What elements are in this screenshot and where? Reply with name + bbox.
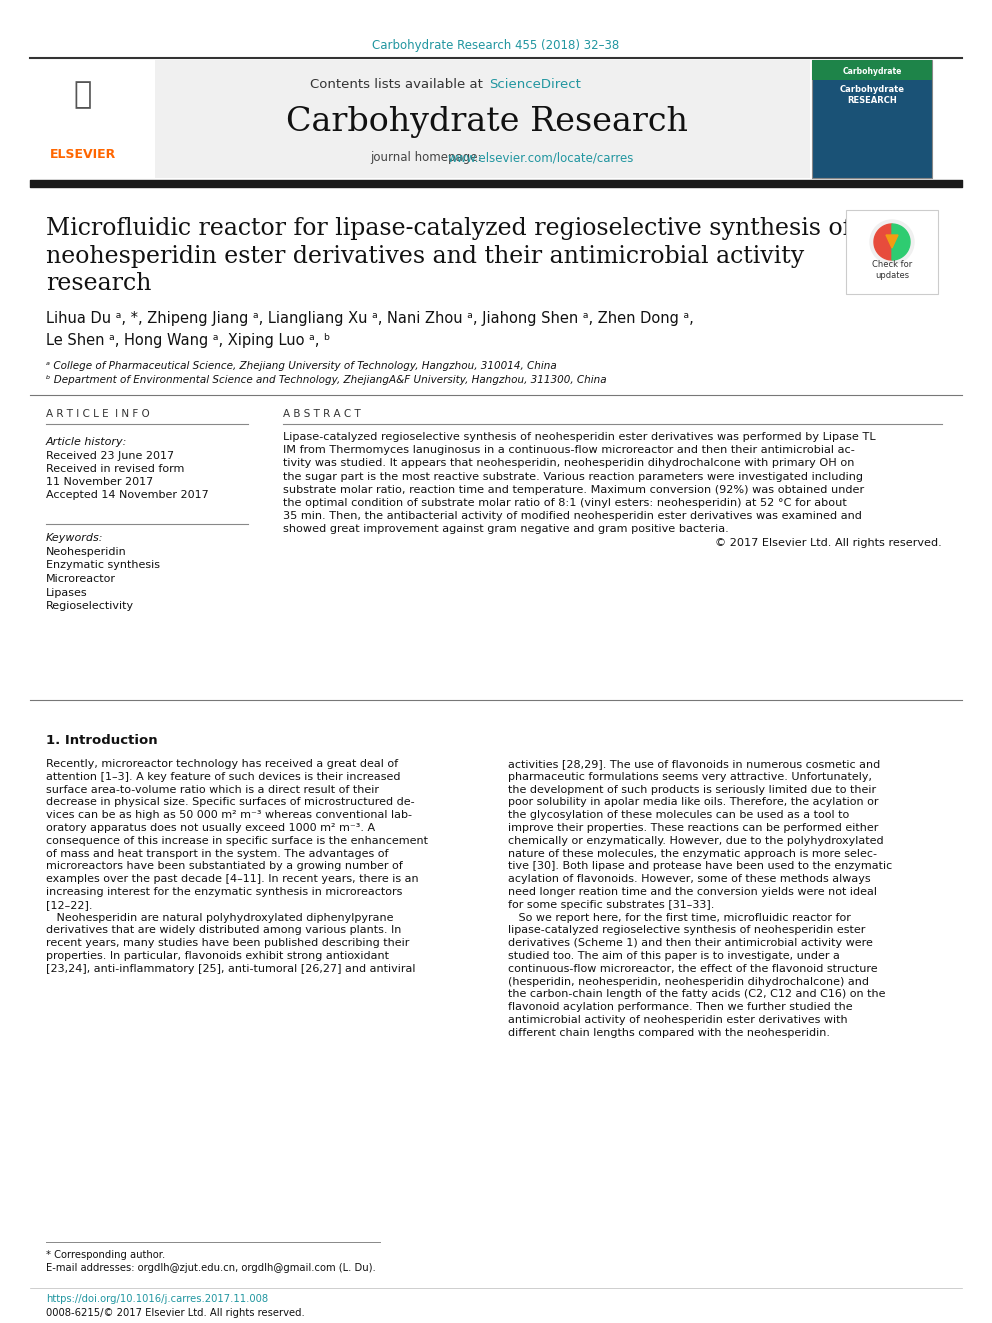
Text: lipase-catalyzed regioselective synthesis of neohesperidin ester: lipase-catalyzed regioselective synthesi… xyxy=(508,925,865,935)
Text: ᵇ Department of Environmental Science and Technology, ZhejiangA&F University, Ha: ᵇ Department of Environmental Science an… xyxy=(46,374,607,385)
Text: tivity was studied. It appears that neohesperidin, neohesperidin dihydrochalcone: tivity was studied. It appears that neoh… xyxy=(283,458,854,468)
Text: showed great improvement against gram negative and gram positive bacteria.: showed great improvement against gram ne… xyxy=(283,524,729,534)
Text: the development of such products is seriously limited due to their: the development of such products is seri… xyxy=(508,785,876,795)
Text: vices can be as high as 50 000 m² m⁻³ whereas conventional lab-: vices can be as high as 50 000 m² m⁻³ wh… xyxy=(46,810,412,820)
Text: derivatives that are widely distributed among various plants. In: derivatives that are widely distributed … xyxy=(46,925,402,935)
Text: derivatives (Scheme 1) and then their antimicrobial activity were: derivatives (Scheme 1) and then their an… xyxy=(508,938,873,949)
Text: the carbon-chain length of the fatty acids (C2, C12 and C16) on the: the carbon-chain length of the fatty aci… xyxy=(508,990,886,999)
Text: the glycosylation of these molecules can be used as a tool to: the glycosylation of these molecules can… xyxy=(508,810,849,820)
Text: recent years, many studies have been published describing their: recent years, many studies have been pub… xyxy=(46,938,410,949)
Text: 0008-6215/© 2017 Elsevier Ltd. All rights reserved.: 0008-6215/© 2017 Elsevier Ltd. All right… xyxy=(46,1308,305,1318)
Text: (hesperidin, neohesperidin, neohesperidin dihydrochalcone) and: (hesperidin, neohesperidin, neohesperidi… xyxy=(508,976,869,987)
Text: properties. In particular, flavonoids exhibit strong antioxidant: properties. In particular, flavonoids ex… xyxy=(46,951,389,960)
Text: antimicrobial activity of neohesperidin ester derivatives with: antimicrobial activity of neohesperidin … xyxy=(508,1015,847,1025)
Text: need longer reation time and the conversion yields were not ideal: need longer reation time and the convers… xyxy=(508,886,877,897)
Text: Recently, microreactor technology has received a great deal of: Recently, microreactor technology has re… xyxy=(46,759,398,769)
Text: IM from Thermomyces lanuginosus in a continuous-flow microreactor and then their: IM from Thermomyces lanuginosus in a con… xyxy=(283,446,855,455)
Text: ELSEVIER: ELSEVIER xyxy=(50,148,116,161)
Text: chemically or enzymatically. However, due to the polyhydroxylated: chemically or enzymatically. However, du… xyxy=(508,836,884,845)
Text: neohesperidin ester derivatives and their antimicrobial activity: neohesperidin ester derivatives and thei… xyxy=(46,245,805,267)
Text: Article history:: Article history: xyxy=(46,437,127,447)
Text: studied too. The aim of this paper is to investigate, under a: studied too. The aim of this paper is to… xyxy=(508,951,840,960)
Text: [23,24], anti-inflammatory [25], anti-tumoral [26,27] and antiviral: [23,24], anti-inflammatory [25], anti-tu… xyxy=(46,963,416,974)
Text: substrate molar ratio, reaction time and temperature. Maximum conversion (92%) w: substrate molar ratio, reaction time and… xyxy=(283,484,864,495)
Text: Lipase-catalyzed regioselective synthesis of neohesperidin ester derivatives was: Lipase-catalyzed regioselective synthesi… xyxy=(283,433,876,442)
Text: Contents lists available at: Contents lists available at xyxy=(310,78,487,91)
Text: 11 November 2017: 11 November 2017 xyxy=(46,478,153,487)
Text: Microfluidic reactor for lipase-catalyzed regioselective synthesis of: Microfluidic reactor for lipase-catalyze… xyxy=(46,217,851,239)
Text: consequence of this increase in specific surface is the enhancement: consequence of this increase in specific… xyxy=(46,836,428,845)
Text: surface area-to-volume ratio which is a direct result of their: surface area-to-volume ratio which is a … xyxy=(46,785,379,795)
Polygon shape xyxy=(892,224,910,261)
FancyBboxPatch shape xyxy=(812,60,932,79)
FancyBboxPatch shape xyxy=(30,60,155,179)
Text: different chain lengths compared with the neohesperidin.: different chain lengths compared with th… xyxy=(508,1028,830,1037)
Text: www.elsevier.com/locate/carres: www.elsevier.com/locate/carres xyxy=(448,152,634,164)
Text: Keywords:: Keywords: xyxy=(46,533,103,542)
Text: ᵃ College of Pharmaceutical Science, Zhejiang University of Technology, Hangzhou: ᵃ College of Pharmaceutical Science, Zhe… xyxy=(46,361,557,370)
Text: E-mail addresses: orgdlh@zjut.edu.cn, orgdlh@gmail.com (L. Du).: E-mail addresses: orgdlh@zjut.edu.cn, or… xyxy=(46,1263,376,1273)
FancyBboxPatch shape xyxy=(846,210,938,294)
Text: Regioselectivity: Regioselectivity xyxy=(46,601,134,611)
Text: © 2017 Elsevier Ltd. All rights reserved.: © 2017 Elsevier Ltd. All rights reserved… xyxy=(715,537,942,548)
Text: A B S T R A C T: A B S T R A C T xyxy=(283,409,361,419)
Text: poor solubility in apolar media like oils. Therefore, the acylation or: poor solubility in apolar media like oil… xyxy=(508,798,879,807)
Text: continuous-flow microreactor, the effect of the flavonoid structure: continuous-flow microreactor, the effect… xyxy=(508,963,878,974)
Text: the sugar part is the most reactive substrate. Various reaction parameters were : the sugar part is the most reactive subs… xyxy=(283,471,863,482)
Text: Carbohydrate Research 455 (2018) 32–38: Carbohydrate Research 455 (2018) 32–38 xyxy=(372,38,620,52)
Text: nature of these molecules, the enzymatic approach is more selec-: nature of these molecules, the enzymatic… xyxy=(508,848,877,859)
Text: ScienceDirect: ScienceDirect xyxy=(489,78,581,91)
Text: [12–22].: [12–22]. xyxy=(46,900,92,910)
Text: microreactors have been substantiated by a growing number of: microreactors have been substantiated by… xyxy=(46,861,403,872)
Text: tive [30]. Both lipase and protease have been used to the enzymatic: tive [30]. Both lipase and protease have… xyxy=(508,861,892,872)
Text: oratory apparatus does not usually exceed 1000 m² m⁻³. A: oratory apparatus does not usually excee… xyxy=(46,823,375,833)
Text: Microreactor: Microreactor xyxy=(46,574,116,583)
Text: * Corresponding author.: * Corresponding author. xyxy=(46,1250,166,1259)
Text: for some specific substrates [31–33].: for some specific substrates [31–33]. xyxy=(508,900,714,910)
Text: Carbohydrate Research: Carbohydrate Research xyxy=(286,106,687,138)
Text: 1. Introduction: 1. Introduction xyxy=(46,733,158,746)
Text: Accepted 14 November 2017: Accepted 14 November 2017 xyxy=(46,490,208,500)
Text: Carbohydrate: Carbohydrate xyxy=(842,67,902,77)
Text: 35 min. Then, the antibacterial activity of modified neohesperidin ester derivat: 35 min. Then, the antibacterial activity… xyxy=(283,511,862,521)
Text: Neohesperidin are natural polyhydroxylated diphenylpyrane: Neohesperidin are natural polyhydroxylat… xyxy=(46,913,394,922)
Text: examples over the past decade [4–11]. In recent years, there is an: examples over the past decade [4–11]. In… xyxy=(46,875,419,884)
Text: Le Shen ᵃ, Hong Wang ᵃ, Xiping Luo ᵃ, ᵇ: Le Shen ᵃ, Hong Wang ᵃ, Xiping Luo ᵃ, ᵇ xyxy=(46,332,330,348)
Text: So we report here, for the first time, microfluidic reactor for: So we report here, for the first time, m… xyxy=(508,913,851,922)
Text: Received 23 June 2017: Received 23 June 2017 xyxy=(46,451,175,460)
Text: attention [1–3]. A key feature of such devices is their increased: attention [1–3]. A key feature of such d… xyxy=(46,771,401,782)
Text: Lihua Du ᵃ, *, Zhipeng Jiang ᵃ, Liangliang Xu ᵃ, Nani Zhou ᵃ, Jiahong Shen ᵃ, Zh: Lihua Du ᵃ, *, Zhipeng Jiang ᵃ, Lianglia… xyxy=(46,311,693,325)
Circle shape xyxy=(870,220,914,265)
Text: Enzymatic synthesis: Enzymatic synthesis xyxy=(46,561,160,570)
Text: pharmaceutic formulations seems very attractive. Unfortunately,: pharmaceutic formulations seems very att… xyxy=(508,771,872,782)
Text: 🌳: 🌳 xyxy=(73,81,92,110)
Text: flavonoid acylation performance. Then we further studied the: flavonoid acylation performance. Then we… xyxy=(508,1003,853,1012)
Text: the optimal condition of substrate molar ratio of 8:1 (vinyl esters: neohesperid: the optimal condition of substrate molar… xyxy=(283,497,847,508)
Text: Neohesperidin: Neohesperidin xyxy=(46,546,127,557)
Text: activities [28,29]. The use of flavonoids in numerous cosmetic and: activities [28,29]. The use of flavonoid… xyxy=(508,759,880,769)
FancyBboxPatch shape xyxy=(812,60,932,179)
Text: Check for
updates: Check for updates xyxy=(872,261,912,279)
Polygon shape xyxy=(874,224,892,261)
Text: of mass and heat transport in the system. The advantages of: of mass and heat transport in the system… xyxy=(46,848,389,859)
Text: increasing interest for the enzymatic synthesis in microreactors: increasing interest for the enzymatic sy… xyxy=(46,886,403,897)
Text: journal homepage:: journal homepage: xyxy=(370,152,485,164)
Text: acylation of flavonoids. However, some of these methods always: acylation of flavonoids. However, some o… xyxy=(508,875,871,884)
Text: Carbohydrate
RESEARCH: Carbohydrate RESEARCH xyxy=(839,85,905,105)
FancyBboxPatch shape xyxy=(30,60,810,179)
Polygon shape xyxy=(886,235,898,247)
Text: A R T I C L E  I N F O: A R T I C L E I N F O xyxy=(46,409,150,419)
Text: https://doi.org/10.1016/j.carres.2017.11.008: https://doi.org/10.1016/j.carres.2017.11… xyxy=(46,1294,268,1304)
Text: Received in revised form: Received in revised form xyxy=(46,464,185,474)
Text: improve their properties. These reactions can be performed either: improve their properties. These reaction… xyxy=(508,823,878,833)
Text: research: research xyxy=(46,273,152,295)
Text: decrease in physical size. Specific surfaces of microstructured de-: decrease in physical size. Specific surf… xyxy=(46,798,415,807)
Text: Lipases: Lipases xyxy=(46,587,87,598)
